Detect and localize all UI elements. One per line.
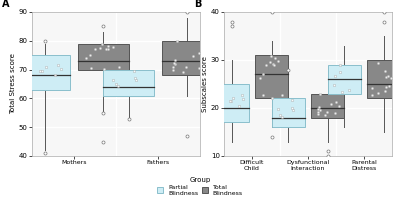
- Bar: [311, 94, 344, 118]
- Bar: [103, 70, 154, 96]
- Bar: [20, 55, 70, 90]
- Y-axis label: Subscales score: Subscales score: [202, 56, 208, 112]
- Text: A: A: [2, 0, 9, 9]
- Bar: [328, 65, 361, 94]
- Bar: [162, 41, 213, 75]
- Bar: [78, 44, 129, 70]
- Bar: [216, 84, 249, 122]
- Bar: [272, 98, 305, 127]
- Bar: [255, 55, 288, 98]
- Legend: Partial
Blindness, Total
Blindness: Partial Blindness, Total Blindness: [156, 176, 244, 197]
- Text: B: B: [194, 0, 201, 9]
- Y-axis label: Total Stress score: Total Stress score: [10, 54, 16, 114]
- Bar: [367, 60, 400, 98]
